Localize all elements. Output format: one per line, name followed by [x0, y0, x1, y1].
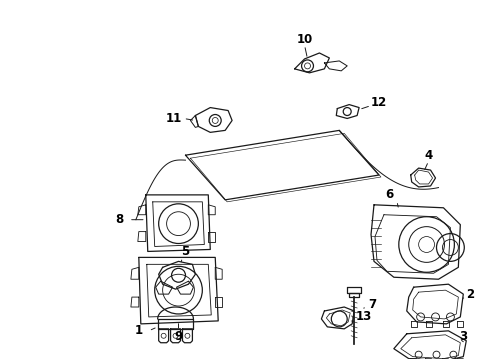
- Text: 9: 9: [174, 330, 183, 343]
- Text: 8: 8: [115, 213, 123, 226]
- Text: 10: 10: [296, 33, 313, 46]
- Text: 13: 13: [356, 310, 372, 323]
- Text: 3: 3: [459, 330, 467, 343]
- Text: 11: 11: [166, 112, 182, 125]
- Text: 12: 12: [371, 96, 387, 109]
- Text: 6: 6: [385, 188, 393, 201]
- Text: 1: 1: [135, 324, 143, 337]
- Text: 5: 5: [181, 245, 190, 258]
- Text: 2: 2: [466, 288, 474, 301]
- Text: 4: 4: [424, 149, 433, 162]
- Text: 7: 7: [368, 297, 376, 311]
